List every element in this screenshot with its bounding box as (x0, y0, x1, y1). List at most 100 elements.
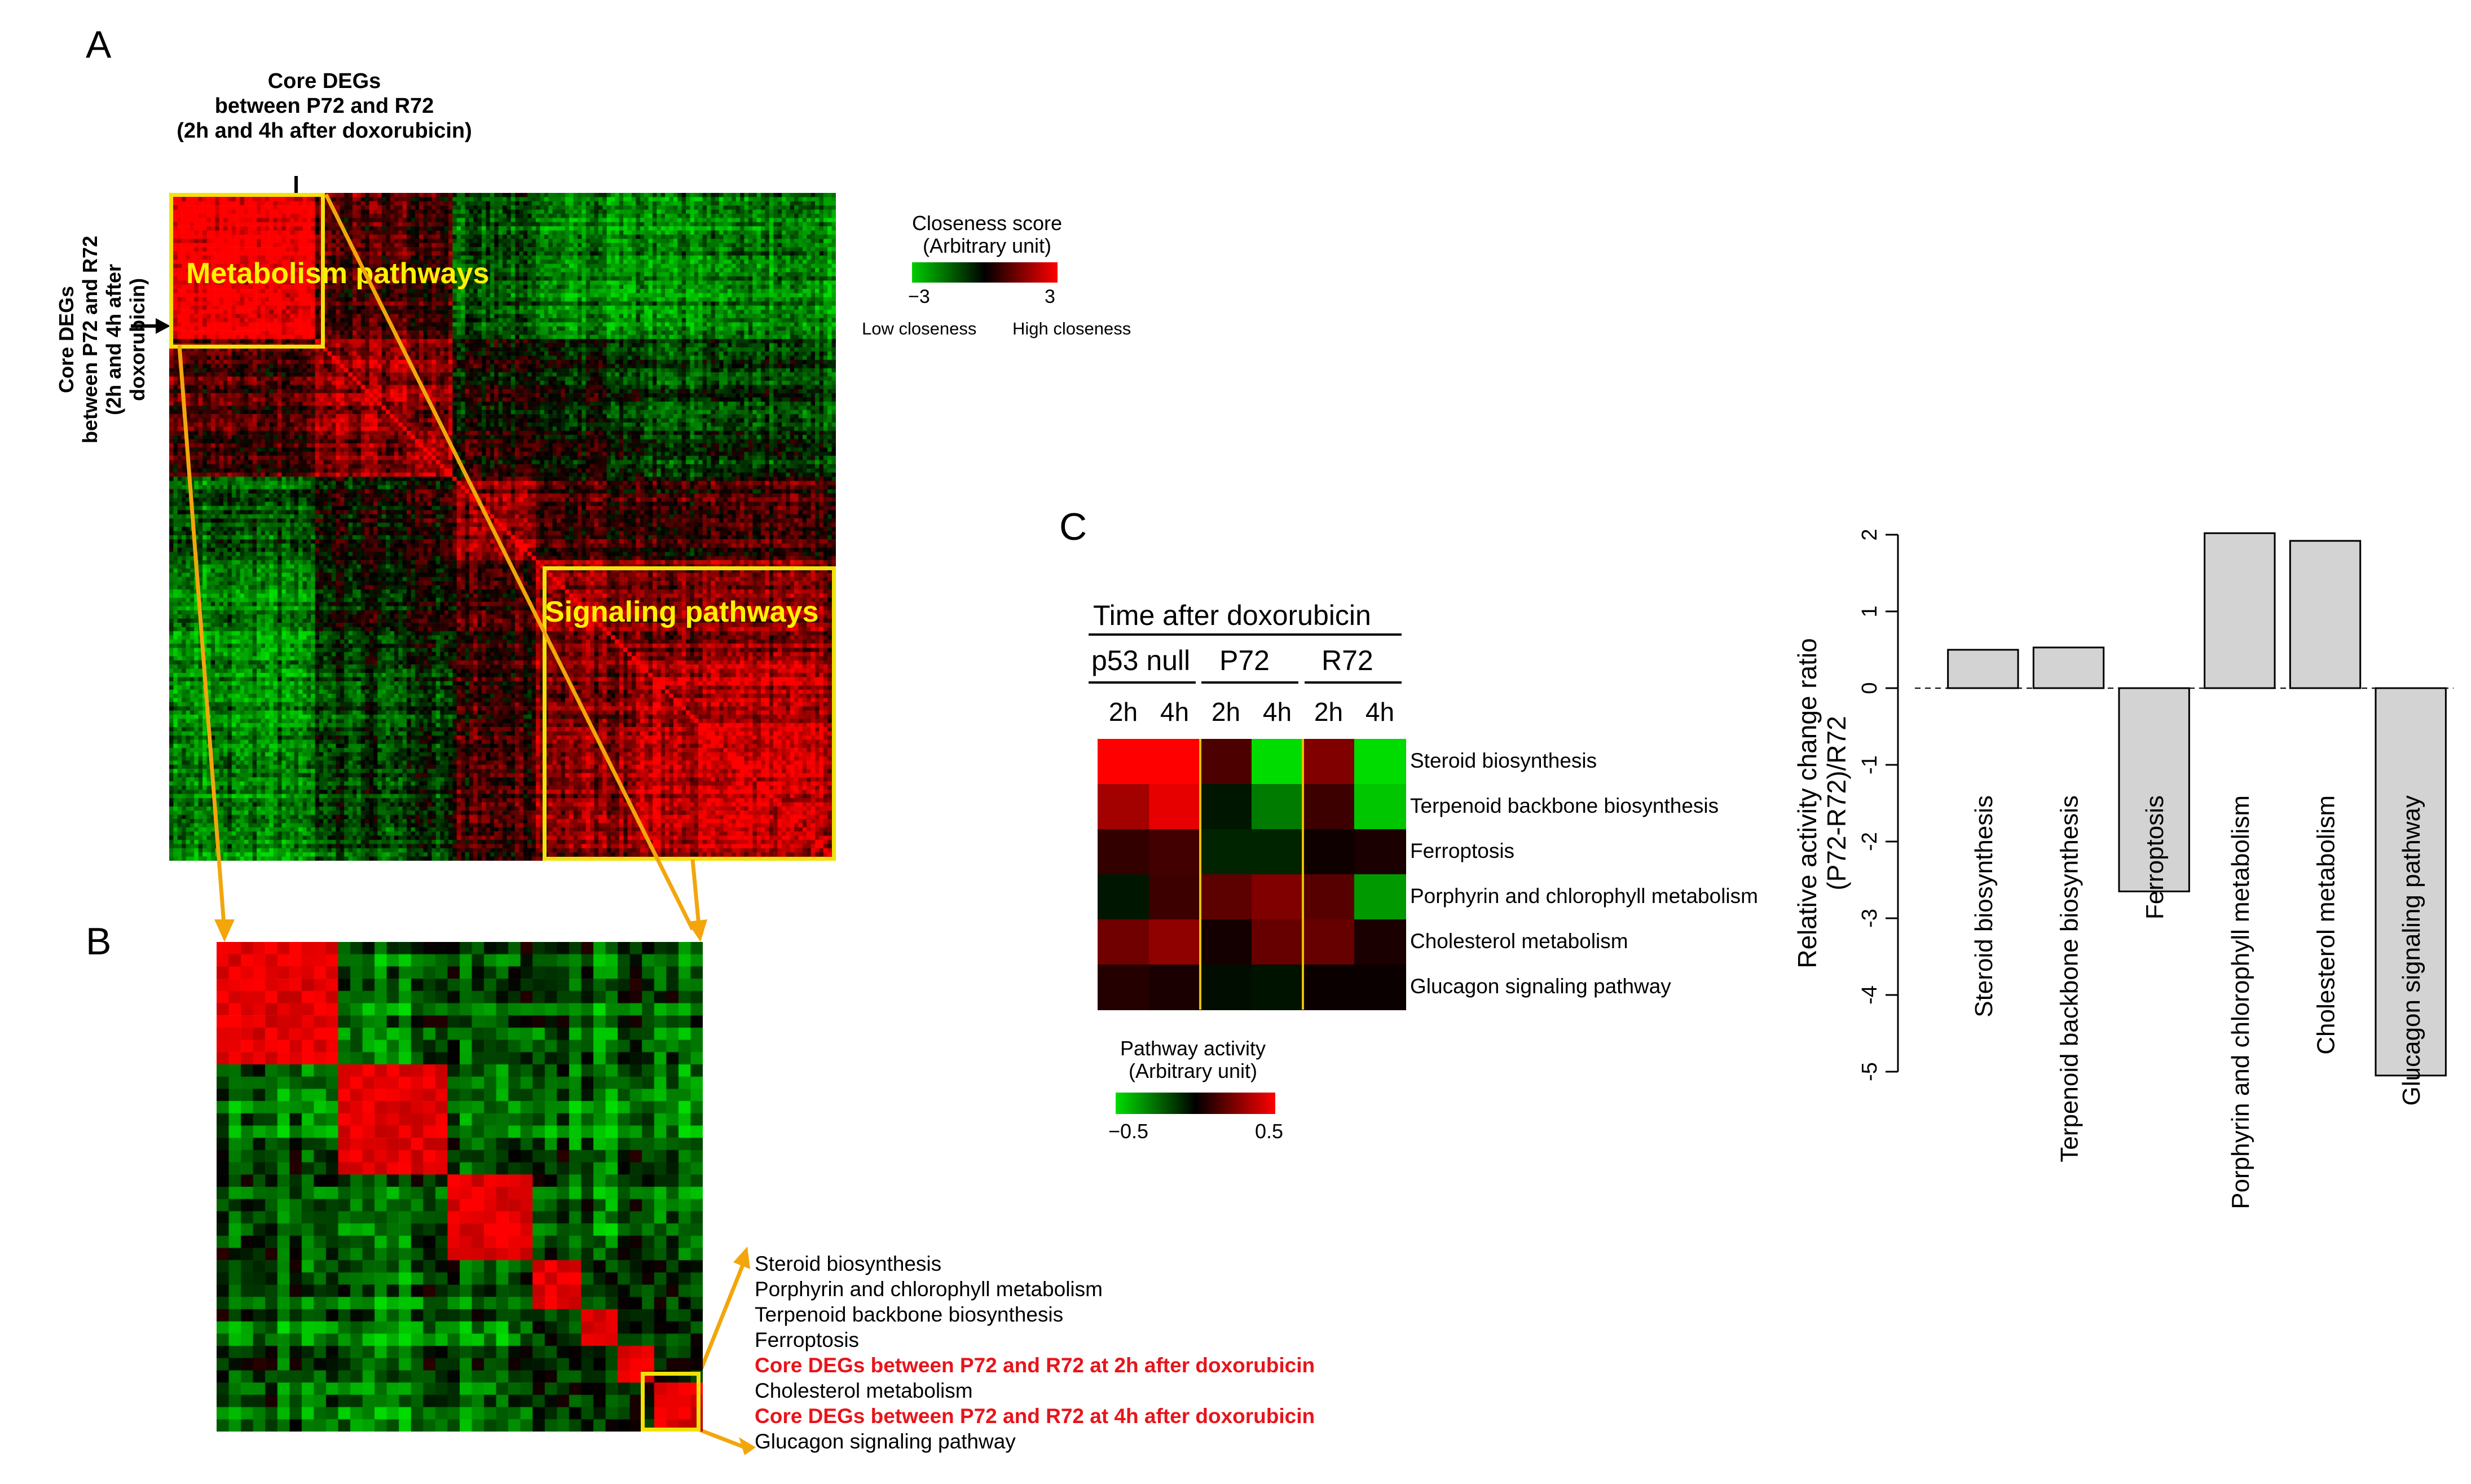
activity-legend-subtitle: (Arbitrary unit) (1128, 1059, 1258, 1082)
heatmap-cell (1252, 829, 1303, 875)
heatmap-cell (1303, 739, 1355, 785)
activity-heatmap (1098, 739, 1406, 1010)
core-top-line-3: (2h and 4h after doxorubicin) (177, 119, 472, 143)
bar (2375, 687, 2447, 1077)
time-label: 4h (1160, 697, 1190, 726)
group-separator (1302, 739, 1304, 1010)
activity-colorbar (1116, 1093, 1275, 1114)
panel-label-b: B (86, 920, 112, 963)
closeness-legend-title: Closeness score (911, 212, 1063, 235)
heatmap-cell (1098, 829, 1149, 875)
low-closeness-label: Low closeness (862, 319, 977, 338)
heatmap-cell (1098, 739, 1149, 785)
closeness-max-label: 3 (1045, 286, 1055, 307)
time-label: 2h (1108, 697, 1138, 726)
core-top-label: Core DEGs between P72 and R72 (2h and 4h… (158, 69, 491, 143)
heatmap-cell (1098, 784, 1149, 830)
heatmap-row-label: Steroid biosynthesis (1410, 749, 1597, 772)
y-tick-label: -5 (1858, 1062, 1882, 1081)
bar (2032, 646, 2105, 689)
heatmap-cell (1200, 874, 1252, 920)
heatmap-cell (1149, 829, 1201, 875)
bar (2204, 532, 2276, 689)
time-label: 4h (1365, 697, 1395, 726)
heatmap-row-label: Terpenoid backbone biosynthesis (1410, 794, 1719, 817)
list-item: Ferroptosis (755, 1328, 860, 1351)
heatmap-cell (1149, 965, 1201, 1010)
list-item: Cholesterol metabolism (755, 1379, 973, 1402)
heatmap-cell (1252, 919, 1303, 965)
heatmap-cell (1252, 784, 1303, 830)
bar (1947, 649, 2019, 689)
activity-legend-title: Pathway activity (1120, 1037, 1266, 1060)
y-tick-label: -2 (1858, 832, 1882, 851)
group-separator (1199, 739, 1201, 1010)
signaling-box (543, 566, 836, 861)
heatmap-cell (1149, 919, 1201, 965)
core-top-line-2: between P72 and R72 (214, 94, 434, 118)
group-label-r72: R72 (1322, 645, 1373, 676)
time-header: Time after doxorubicin (1093, 600, 1371, 631)
heatmap-cell (1354, 739, 1406, 785)
heatmap-cell (1303, 965, 1355, 1010)
list-item: Terpenoid backbone biosynthesis (755, 1303, 1064, 1326)
list-item: Steroid biosynthesis (755, 1252, 942, 1275)
high-closeness-label: High closeness (1012, 319, 1131, 338)
category-label: Glucagon signaling pathway (2398, 795, 2425, 1106)
metabolism-box (169, 193, 325, 349)
heatmap-cell (1149, 784, 1201, 830)
closeness-colorbar (912, 262, 1058, 283)
y-tick-label: -3 (1858, 909, 1882, 928)
category-label: Ferroptosis (2141, 795, 2169, 919)
category-label: Terpenoid backbone biosynthesis (2056, 795, 2084, 1162)
time-label: 4h (1262, 697, 1292, 726)
heatmap-cell (1098, 919, 1149, 965)
core-left-arrow (131, 318, 170, 334)
bar (2118, 687, 2190, 892)
category-label: Steroid biosynthesis (1970, 795, 1998, 1018)
closeness-heatmap (169, 193, 836, 861)
heatmap-cell (1149, 739, 1201, 785)
y-tick-label: 2 (1858, 529, 1882, 540)
time-label: 2h (1314, 697, 1344, 726)
category-label: Cholesterol metabolism (2313, 795, 2340, 1055)
closeness-legend-subtitle: (Arbitrary unit) (922, 234, 1052, 257)
y-tick-label: -4 (1858, 985, 1882, 1005)
heatmap-cell (1200, 784, 1252, 830)
list-item-core: Core DEGs between P72 and R72 at 2h afte… (755, 1354, 1315, 1377)
heatmap-cell (1200, 739, 1252, 785)
activity-min-label: −0.5 (1108, 1120, 1149, 1143)
heatmap-cell (1200, 919, 1252, 965)
heatmap-cell (1303, 874, 1355, 920)
heatmap-cell (1303, 829, 1355, 875)
y-tick-label: -1 (1858, 755, 1882, 774)
panel-label-a: A (86, 23, 112, 66)
category-label: Porphyrin and chlorophyll metabolism (2227, 795, 2254, 1209)
core-top-line-1: Core DEGs (267, 69, 381, 93)
pathway-list: Steroid biosynthesis Porphyrin and chlor… (755, 1251, 1315, 1454)
heatmap-cell (1098, 874, 1149, 920)
panel-label-c: C (1059, 505, 1087, 548)
zoom-heatmap (217, 942, 703, 1432)
heatmap-cell (1303, 919, 1355, 965)
list-item-core: Core DEGs between P72 and R72 at 4h afte… (755, 1404, 1315, 1428)
activity-max-label: 0.5 (1255, 1120, 1284, 1143)
y-axis-label: Relative activity change ratio(P72-R72)/… (1794, 638, 1851, 968)
heatmap-cell (1200, 829, 1252, 875)
heatmap-cell (1252, 965, 1303, 1010)
heatmap-row-label: Porphyrin and chlorophyll metabolism (1410, 884, 1758, 908)
list-item: Porphyrin and chlorophyll metabolism (755, 1278, 1103, 1301)
heatmap-row-label: Glucagon signaling pathway (1410, 975, 1671, 998)
group-label-p53null: p53 null (1091, 645, 1191, 676)
heatmap-cell (1303, 784, 1355, 830)
y-tick-label: 1 (1858, 605, 1882, 617)
heatmap-cell (1354, 965, 1406, 1010)
time-label: 2h (1211, 697, 1241, 726)
heatmap-cell (1354, 784, 1406, 830)
group-label-p72: P72 (1219, 645, 1270, 676)
heatmap-row-label: Ferroptosis (1410, 839, 1515, 862)
bar (2289, 540, 2362, 689)
heatmap-cell (1354, 829, 1406, 875)
y-tick-label: 0 (1858, 682, 1882, 694)
